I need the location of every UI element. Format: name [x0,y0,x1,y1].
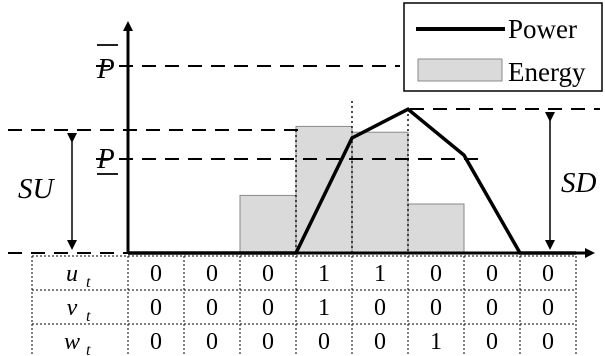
energy-legend-swatch [417,58,503,82]
row-label-w: w [64,329,80,355]
cell-u-7: 0 [486,261,498,287]
cell-v-2: 0 [206,295,218,321]
energy-bar-6 [407,203,465,254]
p-max-label: P [96,53,115,85]
energy-bar-3 [239,194,297,254]
legend: Power Energy [403,2,603,92]
period-guides [295,101,409,253]
cell-u-8: 0 [542,261,554,287]
cell-v-1: 0 [150,295,162,321]
row-label-v: v [67,295,78,321]
cell-u-6: 0 [430,261,442,287]
reference-lines [8,65,600,254]
cell-w-3: 0 [262,329,274,355]
row-label-sub-v: t [86,308,91,325]
cell-w-4: 0 [318,329,330,355]
sd-label: SD [561,167,597,199]
cell-v-8: 0 [542,295,554,321]
cell-u-3: 0 [262,261,274,287]
status-table: u t 0 0 0 1 1 0 0 0v t 0 0 0 1 0 0 0 0w t 0 0 0 0 0 1 0 0 [31,255,577,356]
cell-w-1: 0 [150,329,162,355]
p-min-label: P [96,143,115,175]
power-line [128,107,576,255]
cell-v-3: 0 [262,295,274,321]
row-label-sub-u: t [86,274,91,291]
energy-legend-label: Energy [508,57,586,87]
cell-u-5: 1 [374,261,386,287]
su-label: SU [18,173,56,205]
cell-w-6: 1 [430,329,442,355]
cell-w-2: 0 [206,329,218,355]
row-label-sub-w: t [86,342,91,356]
cell-u-1: 0 [150,261,162,287]
cell-w-8: 0 [542,329,554,355]
cell-u-2: 0 [206,261,218,287]
power-series [128,107,576,255]
power-legend-label: Power [508,14,577,44]
cell-v-6: 0 [430,295,442,321]
cell-u-4: 1 [318,261,330,287]
cell-w-5: 0 [374,329,386,355]
energy-bars [239,125,465,254]
cell-v-7: 0 [486,295,498,321]
row-label-u: u [66,261,78,287]
cell-w-7: 0 [486,329,498,355]
energy-bar-5 [351,131,409,254]
cell-v-5: 0 [374,295,386,321]
cell-v-4: 1 [318,295,330,321]
